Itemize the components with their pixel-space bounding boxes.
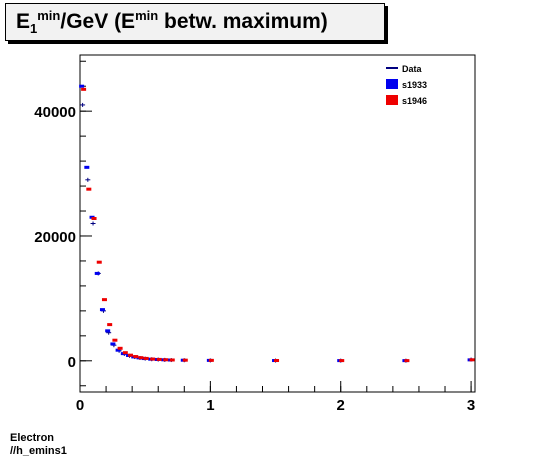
y-tick-label: 0: [68, 354, 76, 371]
y-tick-label: 40000: [34, 104, 76, 121]
point-s1946: [112, 338, 118, 342]
legend-box-icon: [386, 79, 398, 89]
legend-label: Data: [402, 64, 423, 74]
point-s1946: [133, 355, 139, 359]
point-s1933: [94, 271, 100, 275]
point-s1946: [163, 358, 169, 362]
point-s1946: [91, 217, 97, 221]
footer-line2: //h_emins1: [10, 445, 67, 457]
point-s1946: [128, 353, 134, 357]
point-data: [90, 221, 96, 226]
point-s1946: [107, 323, 113, 327]
point-s1933: [99, 308, 105, 312]
point-data: [85, 177, 91, 182]
legend: Data s1933 s1946: [386, 64, 427, 106]
point-s1946: [122, 351, 128, 355]
footer-line1: Electron: [10, 432, 55, 444]
legend-item-data: Data: [386, 64, 423, 74]
point-s1946: [469, 358, 475, 362]
point-s1946: [274, 359, 280, 363]
point-s1946: [182, 358, 188, 362]
point-s1933: [110, 342, 116, 346]
chart-title: E1min/GeV (Emin betw. maximum): [16, 8, 328, 36]
point-s1946: [169, 358, 175, 362]
point-s1946: [143, 356, 149, 360]
legend-item-s1946: s1946: [386, 95, 427, 106]
axis-tick-labels: 0 1 2 3 0 20000 40000: [34, 104, 475, 414]
point-s1946: [339, 359, 345, 363]
point-s1933: [115, 348, 121, 352]
title-middle: /GeV (E: [60, 10, 136, 33]
plot-frame: [79, 54, 476, 393]
point-s1946: [117, 346, 123, 350]
legend-box-icon: [386, 95, 398, 105]
x-tick-label: 1: [206, 397, 214, 414]
x-tick-label: 3: [467, 397, 475, 414]
title-sup2: min: [135, 8, 159, 23]
title-sub: 1: [30, 21, 38, 37]
point-s1946: [81, 87, 87, 91]
legend-label: s1946: [402, 96, 427, 106]
title-main: E: [16, 10, 31, 33]
legend-label: s1933: [402, 80, 427, 90]
x-tick-label: 2: [337, 397, 345, 414]
point-s1946: [138, 356, 144, 360]
x-tick-label: 0: [76, 397, 84, 414]
point-s1933: [105, 329, 111, 333]
title-end: betw. maximum): [158, 10, 328, 33]
point-s1933: [84, 165, 90, 169]
point-s1946: [150, 357, 156, 361]
point-s1946: [101, 298, 107, 302]
point-data: [80, 102, 86, 107]
point-s1946: [156, 357, 162, 361]
footer: Electron //h_emins1: [10, 432, 67, 458]
y-tick-label: 20000: [34, 229, 76, 246]
data-markers: [79, 84, 475, 363]
point-s1946: [208, 358, 214, 362]
legend-item-s1933: s1933: [386, 79, 427, 90]
plot-area: 0 1 2 3 0 20000 40000 Data s1933 s1946: [34, 54, 476, 414]
point-s1933: [79, 84, 85, 88]
title-box: E1min/GeV (Emin betw. maximum): [5, 3, 385, 41]
point-s1946: [404, 359, 410, 363]
title-sup1: min: [37, 8, 61, 23]
axis-ticks: [79, 60, 472, 392]
point-s1946: [96, 260, 102, 264]
point-s1946: [86, 187, 92, 191]
